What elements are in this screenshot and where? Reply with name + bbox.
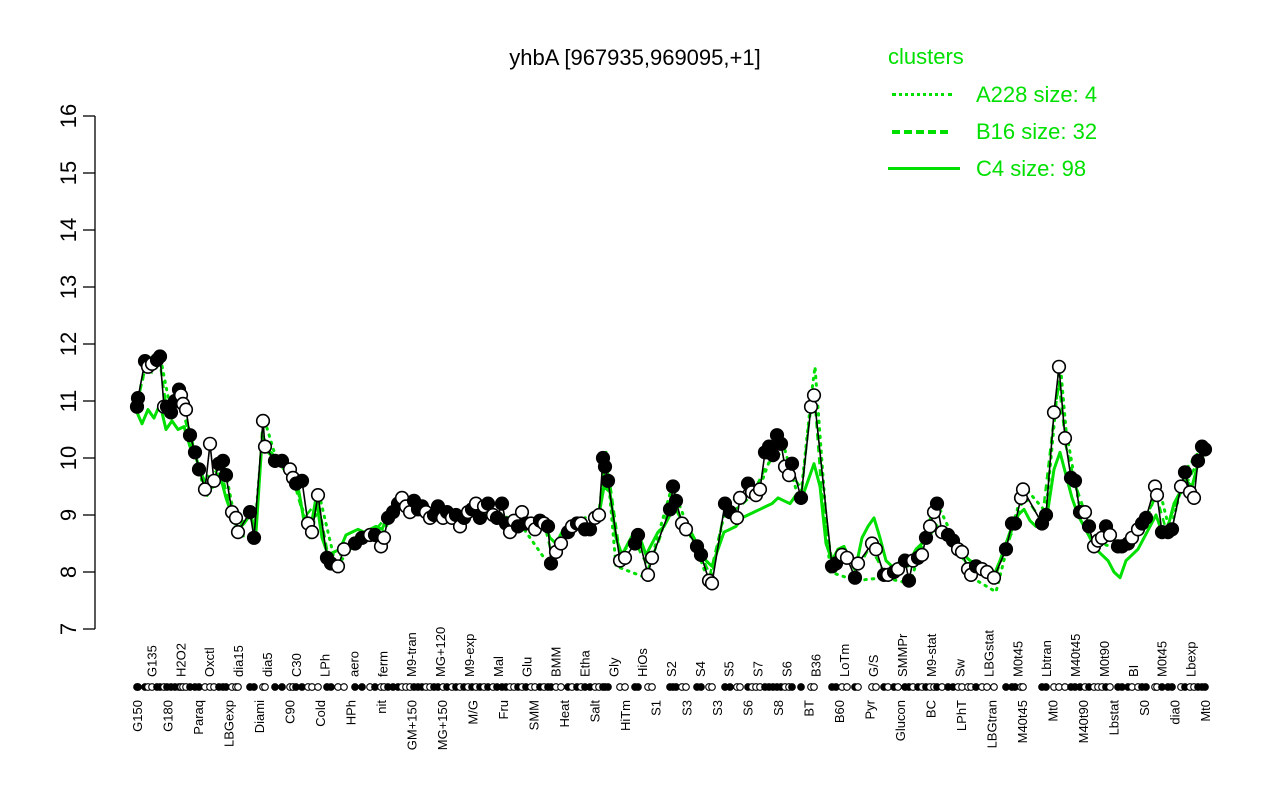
svg-text:S6: S6 bbox=[780, 661, 795, 677]
svg-text:10: 10 bbox=[56, 446, 81, 470]
svg-text:dia0: dia0 bbox=[1168, 700, 1183, 725]
svg-text:SMM: SMM bbox=[527, 700, 542, 730]
x-rug bbox=[133, 683, 1209, 691]
dotted-line-icon bbox=[892, 93, 952, 96]
svg-text:ferm: ferm bbox=[375, 651, 390, 677]
svg-text:G/S: G/S bbox=[866, 654, 881, 677]
svg-text:S3: S3 bbox=[679, 700, 694, 716]
svg-text:Sw: Sw bbox=[953, 658, 968, 677]
svg-text:HiTm: HiTm bbox=[618, 700, 633, 731]
svg-text:MG+120: MG+120 bbox=[433, 627, 448, 677]
legend: clusters A228 size: 4 B16 size: 32 C4 si… bbox=[888, 44, 1097, 187]
svg-text:aero: aero bbox=[347, 651, 362, 677]
svg-text:M/G: M/G bbox=[466, 700, 481, 725]
svg-text:S8: S8 bbox=[771, 700, 786, 716]
svg-text:BC: BC bbox=[923, 700, 938, 718]
svg-text:Heat: Heat bbox=[557, 700, 572, 728]
svg-text:M40t45: M40t45 bbox=[1068, 634, 1083, 677]
svg-text:13: 13 bbox=[56, 275, 81, 299]
svg-text:LPh: LPh bbox=[318, 654, 333, 677]
svg-text:Lbexp: Lbexp bbox=[1184, 642, 1199, 677]
svg-text:Mal: Mal bbox=[491, 656, 506, 677]
svg-text:M0t45: M0t45 bbox=[1155, 641, 1170, 677]
svg-text:HiOs: HiOs bbox=[635, 648, 650, 677]
svg-text:S0: S0 bbox=[1137, 700, 1152, 716]
svg-text:M9-tran: M9-tran bbox=[404, 632, 419, 677]
svg-text:9: 9 bbox=[56, 509, 81, 521]
svg-text:B36: B36 bbox=[808, 654, 823, 677]
svg-text:C90: C90 bbox=[283, 700, 298, 724]
legend-entry-c4: C4 size: 98 bbox=[888, 150, 1097, 187]
svg-text:LBGstat: LBGstat bbox=[982, 630, 997, 677]
svg-text:S5: S5 bbox=[722, 661, 737, 677]
svg-text:M40t45: M40t45 bbox=[1015, 700, 1030, 743]
svg-text:S1: S1 bbox=[649, 700, 664, 716]
svg-text:Etha: Etha bbox=[577, 649, 592, 677]
svg-text:Glu: Glu bbox=[520, 657, 535, 677]
svg-text:nit: nit bbox=[374, 700, 389, 714]
svg-text:SMMPr: SMMPr bbox=[895, 633, 910, 677]
svg-text:H2O2: H2O2 bbox=[173, 643, 188, 677]
svg-text:11: 11 bbox=[56, 390, 81, 413]
svg-text:HPh: HPh bbox=[344, 700, 359, 725]
svg-text:7: 7 bbox=[56, 623, 81, 635]
svg-text:LBGexp: LBGexp bbox=[222, 700, 237, 747]
svg-text:dia15: dia15 bbox=[231, 645, 246, 677]
svg-text:S2: S2 bbox=[664, 661, 679, 677]
solid-line-icon bbox=[888, 167, 960, 170]
svg-text:16: 16 bbox=[56, 104, 81, 128]
legend-title: clusters bbox=[888, 44, 964, 69]
svg-text:Cold: Cold bbox=[313, 700, 328, 727]
svg-text:G135: G135 bbox=[144, 645, 159, 677]
svg-text:M9-exp: M9-exp bbox=[462, 634, 477, 677]
svg-text:BMM: BMM bbox=[549, 647, 564, 677]
svg-text:S6: S6 bbox=[740, 700, 755, 716]
y-axis: 7 8 9 10 11 12 13 14 15 16 bbox=[56, 104, 96, 635]
svg-text:LoTm: LoTm bbox=[837, 644, 852, 677]
svg-text:S4: S4 bbox=[693, 661, 708, 677]
svg-text:14: 14 bbox=[56, 218, 81, 242]
svg-text:G180: G180 bbox=[161, 700, 176, 732]
svg-text:MG+150: MG+150 bbox=[435, 700, 450, 750]
svg-text:Paraq: Paraq bbox=[191, 700, 206, 735]
svg-text:8: 8 bbox=[56, 566, 81, 578]
svg-text:LBGtran: LBGtran bbox=[984, 700, 999, 748]
svg-text:Gly: Gly bbox=[606, 657, 621, 677]
svg-text:G150: G150 bbox=[130, 700, 145, 732]
svg-text:M40t90: M40t90 bbox=[1076, 700, 1091, 743]
svg-text:M0t90: M0t90 bbox=[1097, 641, 1112, 677]
svg-text:LPhT: LPhT bbox=[954, 700, 969, 731]
svg-text:B60: B60 bbox=[832, 700, 847, 723]
svg-text:12: 12 bbox=[56, 332, 81, 356]
expression-series bbox=[129, 349, 1213, 591]
svg-text:BI: BI bbox=[1126, 665, 1141, 677]
legend-entry-a228: A228 size: 4 bbox=[888, 76, 1097, 113]
svg-text:Salt: Salt bbox=[588, 700, 603, 723]
x-axis-labels: G150 G180 Paraq LBGexp Diami C90 Cold HPh nit GM+… bbox=[130, 627, 1213, 750]
svg-text:Lbtran: Lbtran bbox=[1039, 640, 1054, 677]
svg-text:M9-stat: M9-stat bbox=[924, 633, 939, 677]
svg-text:Fru: Fru bbox=[496, 700, 511, 720]
svg-text:Pyr: Pyr bbox=[862, 699, 877, 719]
svg-text:BT: BT bbox=[801, 700, 816, 717]
svg-text:Mt0: Mt0 bbox=[1045, 700, 1060, 722]
dashed-line-icon bbox=[892, 129, 948, 134]
svg-text:15: 15 bbox=[56, 161, 81, 185]
svg-text:Diami: Diami bbox=[252, 700, 267, 733]
svg-text:M0t45: M0t45 bbox=[1010, 641, 1025, 677]
legend-entry-b16: B16 size: 32 bbox=[888, 113, 1097, 150]
svg-text:Mt0: Mt0 bbox=[1198, 700, 1213, 722]
svg-text:C30: C30 bbox=[289, 653, 304, 677]
svg-text:S7: S7 bbox=[751, 661, 766, 677]
chart-title: yhbA [967935,969095,+1] bbox=[509, 45, 761, 70]
svg-text:S3: S3 bbox=[710, 700, 725, 716]
svg-text:Oxctl: Oxctl bbox=[202, 647, 217, 677]
svg-text:dia5: dia5 bbox=[260, 652, 275, 677]
svg-text:Glucon: Glucon bbox=[893, 700, 908, 741]
svg-text:Lbstat: Lbstat bbox=[1107, 700, 1122, 736]
svg-text:GM+150: GM+150 bbox=[405, 700, 420, 750]
